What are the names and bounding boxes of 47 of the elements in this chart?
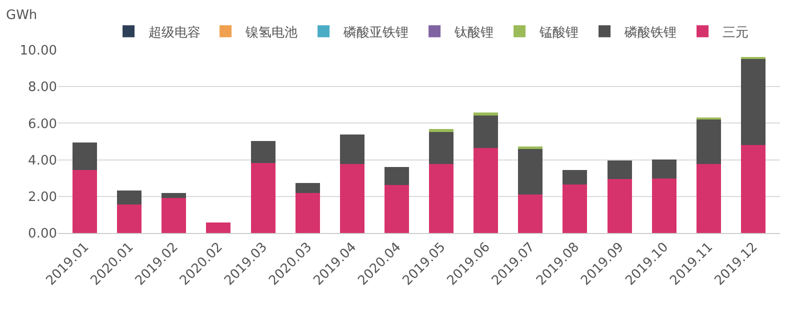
bar bbox=[384, 166, 409, 186]
y-tick-label: 2.00 bbox=[28, 190, 57, 205]
bar bbox=[340, 164, 364, 233]
y-tick-label: 0.00 bbox=[28, 226, 57, 242]
bar bbox=[474, 116, 498, 148]
bar bbox=[250, 140, 276, 164]
bar bbox=[562, 184, 588, 233]
bar bbox=[206, 222, 231, 233]
bar bbox=[117, 204, 142, 233]
bar bbox=[696, 164, 721, 233]
bar bbox=[429, 132, 454, 164]
bar bbox=[562, 170, 588, 184]
bar bbox=[652, 160, 676, 179]
bar bbox=[518, 194, 543, 233]
y-tick-label: 8.00 bbox=[28, 80, 57, 96]
y-axis-title: GWh bbox=[6, 8, 38, 23]
legend-label: 磷酸亚铁锂 bbox=[342, 25, 409, 40]
bar bbox=[429, 128, 454, 132]
bar bbox=[518, 148, 543, 194]
y-tick-label: 4.00 bbox=[28, 153, 57, 168]
y-tick-label: 6.00 bbox=[28, 116, 57, 132]
bar bbox=[607, 160, 632, 180]
legend-label: 磷酸铁锂 bbox=[624, 25, 677, 40]
bar bbox=[741, 58, 766, 145]
bar bbox=[429, 164, 454, 233]
bar bbox=[295, 183, 320, 193]
legend-label: 钛酸锂 bbox=[454, 25, 494, 40]
legend-label: 三元 bbox=[722, 25, 749, 40]
bar bbox=[162, 192, 186, 198]
bar bbox=[607, 179, 632, 233]
bar bbox=[295, 192, 320, 233]
legend-label: 锰酸锂 bbox=[538, 25, 579, 40]
legend-label: 超级电容 bbox=[148, 24, 201, 40]
bar bbox=[652, 178, 676, 233]
bar bbox=[384, 185, 409, 233]
y-tick-label: 10.00 bbox=[20, 44, 57, 59]
bar bbox=[72, 170, 97, 233]
bar bbox=[162, 198, 186, 233]
bar bbox=[250, 163, 276, 233]
legend-label: 镍氢电池 bbox=[244, 25, 298, 40]
bar bbox=[474, 148, 498, 233]
bar bbox=[696, 120, 721, 164]
bar bbox=[741, 144, 766, 233]
bar bbox=[72, 142, 97, 170]
bar bbox=[117, 190, 142, 204]
bar bbox=[340, 134, 364, 164]
bar bbox=[474, 112, 498, 116]
